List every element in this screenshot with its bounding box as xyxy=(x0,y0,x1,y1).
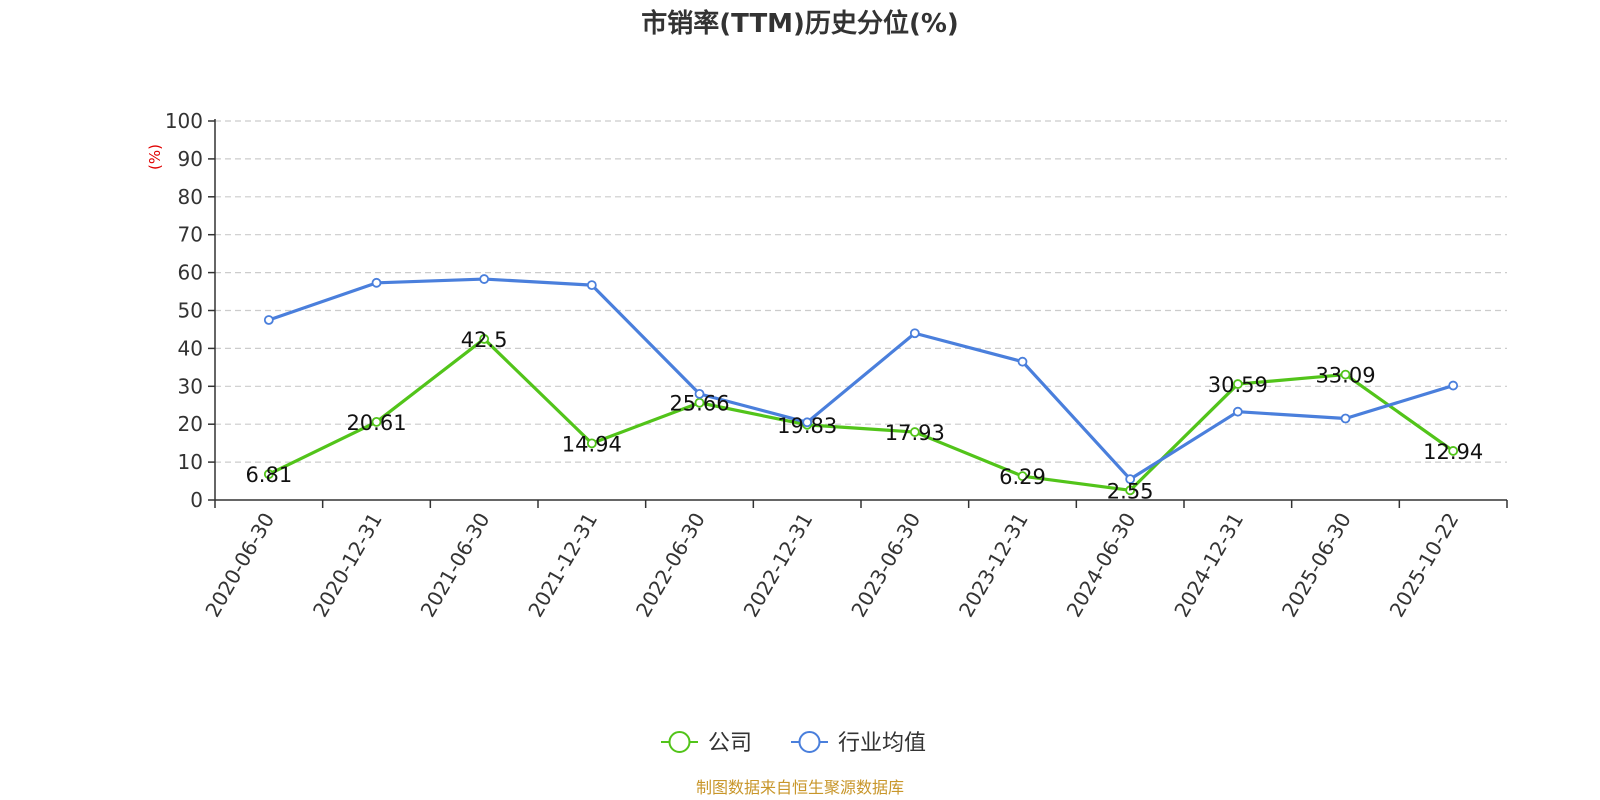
y-tick-label: 50 xyxy=(178,299,203,323)
data-label: 6.29 xyxy=(999,465,1046,489)
data-label: 25.66 xyxy=(669,392,729,416)
series-line-1 xyxy=(268,277,1454,481)
x-tick-label: 2021-06-30 xyxy=(416,508,495,621)
y-tick-label: 20 xyxy=(178,412,203,436)
y-tick-label: 30 xyxy=(178,374,203,398)
data-point xyxy=(479,274,490,284)
data-point xyxy=(909,427,920,437)
data-label: 14.94 xyxy=(562,432,622,456)
data-label: 12.94 xyxy=(1423,440,1483,464)
data-label: 2.55 xyxy=(1107,479,1154,503)
data-point xyxy=(1448,446,1459,456)
legend-label: 行业均值 xyxy=(838,731,926,756)
legend-item-1[interactable]: 行业均值 xyxy=(791,731,926,756)
axes: 0 10 20 30 40 50 60 70 80 90 100 2020-06-30 2020-12-… xyxy=(165,109,1508,622)
x-tick-label: 2022-06-30 xyxy=(631,509,710,622)
grid-lines xyxy=(215,120,1507,463)
data-point xyxy=(586,438,597,449)
x-tick-label: 2025-10-22 xyxy=(1385,509,1464,622)
data-label: 33.09 xyxy=(1315,364,1375,388)
x-tick-label: 2024-06-30 xyxy=(1062,509,1141,622)
legend-marker xyxy=(668,731,691,753)
y-tick-label: 0 xyxy=(190,488,203,512)
data-point xyxy=(371,416,382,427)
series-layer xyxy=(263,274,1459,496)
y-tick-label: 40 xyxy=(178,336,203,360)
x-tick-label: 2023-12-31 xyxy=(954,509,1033,622)
data-label: 17.93 xyxy=(885,421,945,445)
data-label: 6.81 xyxy=(245,463,292,487)
chart-title: 市销率(TTM)历史分位(%) xyxy=(641,8,959,39)
data-point xyxy=(371,277,382,288)
legend-label: 公司 xyxy=(708,731,752,756)
y-tick-label: 90 xyxy=(178,147,203,171)
x-tick-label: 2020-12-31 xyxy=(308,509,387,622)
data-point xyxy=(694,388,705,399)
data-point xyxy=(1017,471,1028,482)
data-point xyxy=(1232,406,1243,417)
x-tick-label: 2020-06-30 xyxy=(200,509,279,622)
data-point xyxy=(1232,379,1243,389)
x-tick-label: 2025-06-30 xyxy=(1277,509,1356,622)
y-tick-label: 60 xyxy=(178,261,203,285)
y-tick-label: 70 xyxy=(178,223,203,247)
y-tick-label: 100 xyxy=(165,109,203,133)
data-point xyxy=(1125,474,1136,485)
data-point xyxy=(479,334,490,344)
data-label: 30.59 xyxy=(1208,373,1268,397)
x-tick-label: 2024-12-31 xyxy=(1169,509,1248,622)
data-source-note: 制图数据来自恒生聚源数据库 xyxy=(696,778,904,797)
y-tick-label: 80 xyxy=(178,185,203,209)
legend-item-0[interactable]: 公司 xyxy=(661,731,752,756)
data-point xyxy=(263,469,274,480)
data-point xyxy=(263,315,274,325)
data-label: 42.5 xyxy=(461,328,508,352)
x-tick-label: 2023-06-30 xyxy=(846,508,925,621)
x-tick-label: 2021-12-31 xyxy=(523,509,602,622)
data-label: 20.61 xyxy=(346,411,406,435)
data-point xyxy=(909,328,920,339)
legend-marker xyxy=(798,731,821,753)
x-tick-label: 2022-12-31 xyxy=(739,509,818,622)
y-axis-unit-label: (%) xyxy=(146,144,164,170)
series-line-0 xyxy=(268,337,1455,492)
data-point xyxy=(586,280,597,291)
data-label: 19.83 xyxy=(777,414,837,438)
y-tick-label: 10 xyxy=(178,450,203,474)
data-point xyxy=(1448,380,1459,391)
data-point xyxy=(1125,485,1136,496)
data-point xyxy=(802,417,813,428)
data-point xyxy=(1340,369,1351,380)
data-point xyxy=(1017,356,1028,367)
data-labels: 6.81 20.61 42.5 14.94 25.66 19.83 17.93 6.29 2.5… xyxy=(245,328,1483,503)
legend[interactable]: 公司 行业均值 xyxy=(661,731,926,756)
data-point xyxy=(1340,413,1351,424)
